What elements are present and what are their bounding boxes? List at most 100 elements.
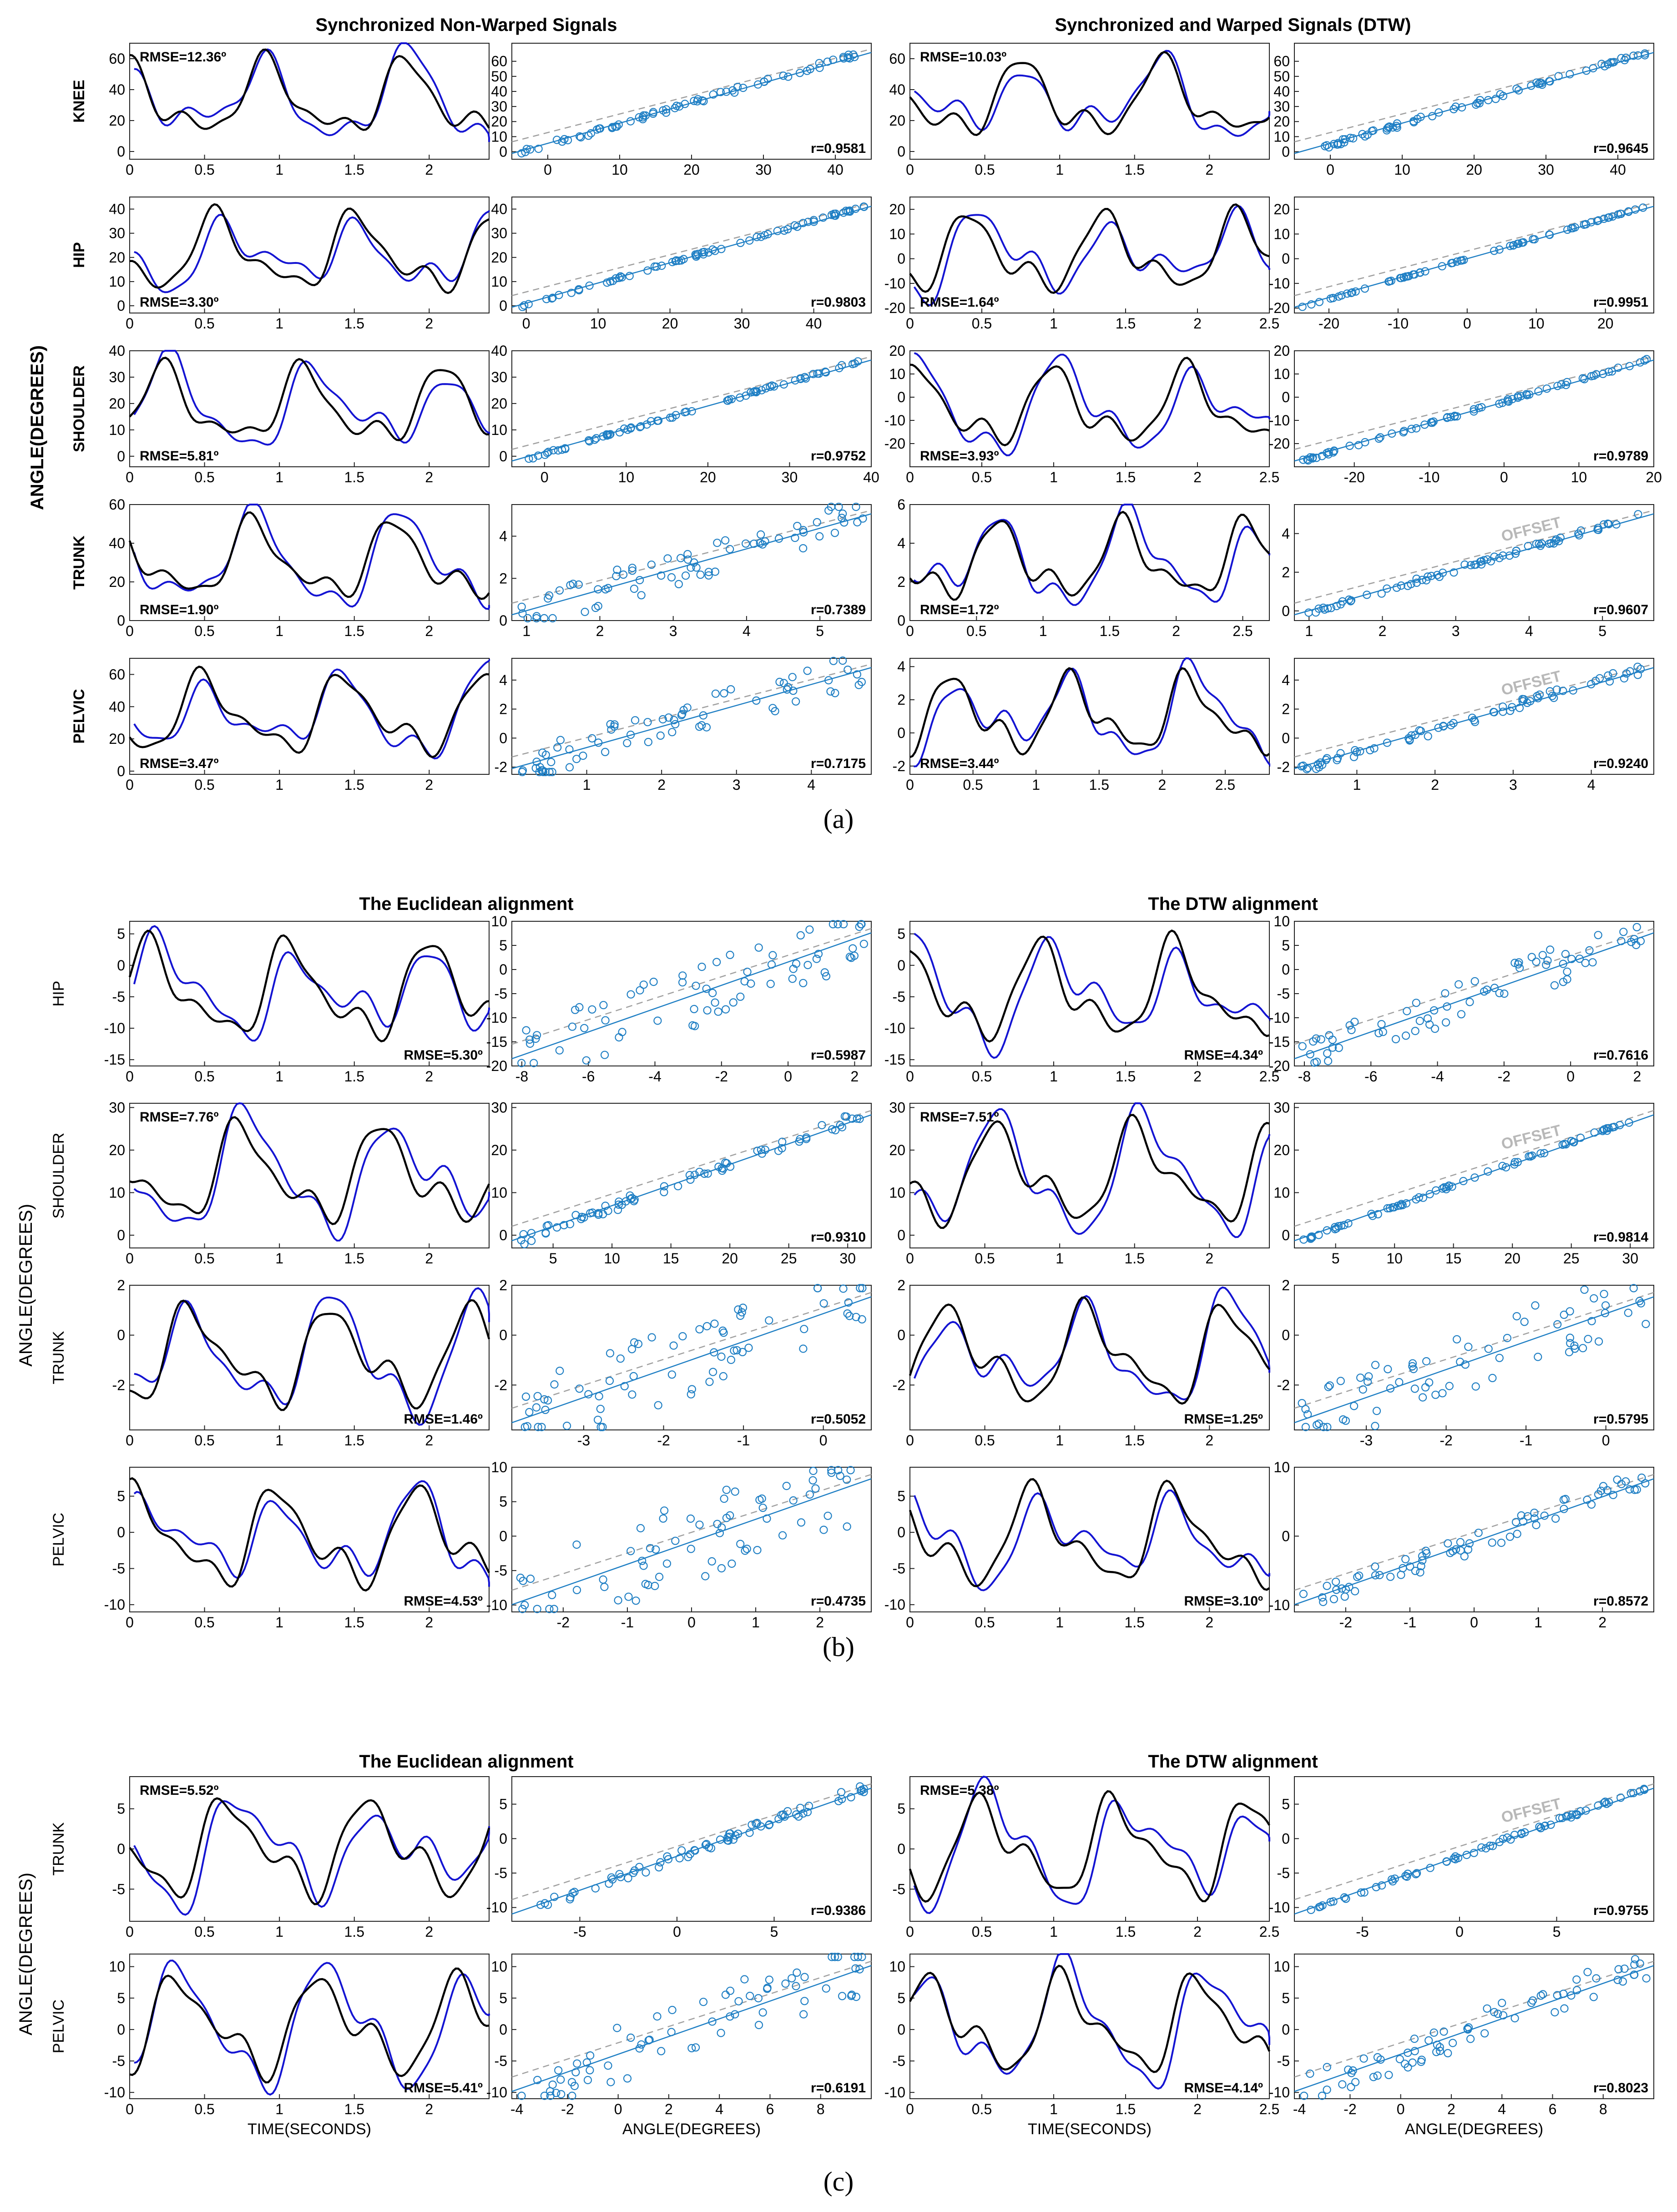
scatter-point [1401,1872,1410,1880]
x-tick-label: 30 [1538,162,1554,178]
y-tick-label: -2 [1277,759,1290,775]
x-tick-label: 0 [906,162,914,178]
x-tick-label: 30 [1622,1250,1638,1267]
x-tick-label: 10 [1394,162,1410,178]
axes-frame [909,43,1270,160]
scatter-point [1423,1014,1432,1023]
x-tick-label: -1 [621,1614,634,1631]
x-tick-label: 0 [1566,1068,1575,1085]
scatter-point [555,586,564,595]
rmse-label: RMSE=5.41º [404,2081,483,2096]
scatter-point [1605,1798,1613,1807]
scatter-point [1475,404,1483,412]
y-tick-label: 60 [1273,53,1290,70]
scatter-point [1608,1123,1617,1132]
y-tick-label: -5 [1277,2053,1290,2069]
x-tick-label: 6 [1549,2101,1557,2117]
scatter-point [1566,1339,1575,1348]
correlation-label: r=0.9645 [1593,141,1648,156]
scatter-point [838,1992,847,2000]
y-tick-label: -10 [1269,1597,1290,1613]
scatter-point [586,2066,594,2075]
x-tick-label: 0.5 [194,1432,214,1449]
scatter-point [809,1466,818,1475]
scatter-point [1334,139,1343,147]
scatter-point [1609,669,1617,678]
identity-dashed-line [1294,1292,1654,1409]
scatter-point [1330,447,1339,455]
scatter-point [840,1112,849,1121]
scatter-point [758,1149,767,1158]
scatter-point [702,985,711,993]
x-tick-label: 1 [275,2101,283,2117]
joint-row-label: SHOULDER [50,1133,67,1219]
scatter-point [1580,1285,1589,1294]
scatter-point [1629,1284,1638,1293]
scatter-point [1550,539,1558,548]
scatter-point [1534,387,1543,396]
y-tick-label: -10 [486,1899,507,1916]
scatter-point [717,2029,725,2037]
scatter-point [520,1423,529,1431]
x-tick-label: 1 [583,777,591,793]
x-tick-label: 2 [1193,1924,1202,1940]
scatter-point [599,1210,607,1218]
x-tick-label: 2 [425,1068,433,1085]
scatter-point [1323,1581,1331,1590]
scatter-point [1538,951,1547,960]
x-tick-label: 0.5 [972,469,992,485]
scatter-point [517,1059,526,1067]
scatter-point [856,1787,865,1795]
axes-frame [1294,1285,1654,1430]
y-tick-label: 40 [491,201,507,217]
y-tick-label: 20 [109,249,125,266]
scatter-point [651,1581,659,1591]
scatter-point [1416,268,1424,277]
scatter-point [1616,1121,1624,1130]
y-tick-label: -15 [486,1034,507,1050]
scatter-point [1622,669,1631,678]
scatter-point [1520,695,1528,704]
correlation-label: r=0.9240 [1593,756,1648,771]
scatter-point [845,1312,854,1320]
scatter-point [1424,732,1432,741]
x-tick-label: 1.5 [1125,1250,1145,1267]
scatter-point [1388,429,1396,438]
scatter-point [803,217,813,226]
x-tick-label: 0 [1455,1924,1464,1940]
scatter-point [649,109,657,118]
scatter-point [800,373,809,382]
x-tick-label: 2 [425,623,433,639]
scatter-point [615,1870,624,1879]
scatter-point [788,673,797,682]
scatter-point [1384,123,1393,131]
scatter-point [575,1384,584,1393]
scatter-point [717,1352,726,1361]
scatter-point [719,1372,727,1381]
scatter-point [1465,998,1474,1006]
scatter-point [726,2012,734,2021]
sensor-series-line [914,1286,1270,1401]
scatter-point [600,1583,609,1591]
scatter-point [620,1382,629,1390]
scatter-point [1613,1975,1622,1984]
y-tick-label: 2 [897,1277,905,1293]
x-tick-label: 30 [734,315,750,332]
scatter-point [542,295,551,303]
x-tick-label: 1.5 [344,1250,364,1267]
y-tick-label: 2 [499,570,507,586]
scatter-point [702,1322,712,1331]
scatter-point [1440,2027,1448,2036]
sensor-series-line [913,1953,1270,2090]
scatter-point [707,1844,716,1853]
scatter-point [1384,2071,1393,2079]
scatter-point [760,231,769,240]
scatter-point [716,1835,725,1844]
scatter-point [1356,1374,1365,1382]
scatter-point [655,1572,664,1581]
y-tick-label: 40 [109,81,125,98]
scatter-point [774,534,783,543]
scatter-point [796,374,805,384]
